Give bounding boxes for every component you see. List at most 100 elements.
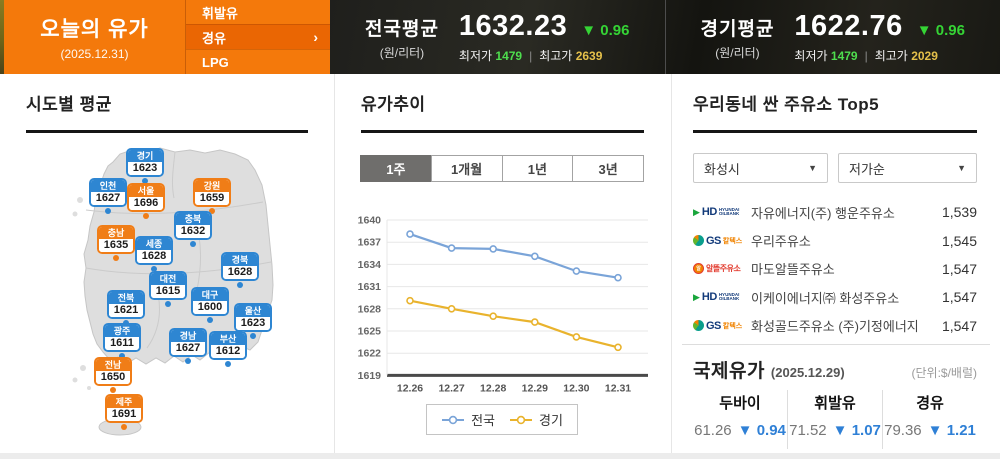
station-row[interactable]: GS 칼텍스 화성골드주유소 (주)기정에너지 1,547 [693,312,977,340]
top5-title-underline [693,130,977,133]
hd-sub: HYUNDAI OILBANK [718,291,740,302]
region-price: 1628 [223,266,257,279]
region-price: 1696 [129,197,163,210]
region-select-value: 화성시 [704,161,740,177]
region-badge-인천: 인천 1627 [89,178,127,214]
legend-item-전국: 전국 [441,410,495,429]
region-name: 전남 [96,359,130,371]
region-map-dot [225,361,231,367]
region-map-dot [190,241,196,247]
region-name: 경기 [128,150,162,162]
legend-marker-icon [442,415,465,424]
region-name: 제주 [107,396,141,408]
legend-label: 전국 [471,413,495,428]
region-price: 1612 [211,345,245,358]
trend-tab-3년[interactable]: 3년 [572,155,644,182]
intl-price-두바이: 두바이 61.26 ▼ 0.94 [693,390,787,449]
price-trend-panel: 유가추이 1주 1개월 1년 3년 1640 1637 1634 1631 1628 1625 1… [335,74,672,453]
legend-label: 경기 [539,413,563,428]
intl-fuel-name: 경유 [916,395,944,412]
intl-fuel-values: 71.52 ▼ 1.07 [788,422,882,439]
regional-panel-title: 시도별 평균 [26,95,112,114]
svg-text:12.26: 12.26 [397,382,423,394]
station-row[interactable]: ▶ HD HYUNDAI OILBANK 자유에너지(주) 행운주유소 1,539 [693,198,977,226]
chart-legend: 전국 경기 [360,404,644,435]
trend-period-tabs: 1주 1개월 1년 3년 [360,155,644,182]
chevron-right-icon: › [313,29,318,45]
svg-text:12.28: 12.28 [480,382,506,394]
intl-fuel-values: 61.26 ▼ 0.94 [693,422,787,439]
region-name: 부산 [211,333,245,345]
region-badge-세종: 세종 1628 [135,236,173,272]
region-badge-경기: 경기 1623 [126,148,164,184]
station-row[interactable]: 알뜰 알뜰주유소 마도알뜰주유소 1,547 [693,255,977,283]
region-name: 세종 [137,238,171,250]
region-map-dot [185,358,191,364]
intl-fuel-value: 79.36 [884,422,922,439]
national-average-block: 전국평균 (원/리터) 1632.23 ▼ 0.96 최저가 1479 | 최고가 … [330,0,666,74]
widget-date: (2025.12.31) [60,47,129,61]
hd-oilbank-logo-icon: ▶ [693,291,700,302]
station-row[interactable]: ▶ HD HYUNDAI OILBANK 이케이에너지㈜ 화성주유소 1,547 [693,283,977,311]
gyeonggi-min-price: 1479 [830,49,858,63]
intl-price-경유: 경유 79.36 ▼ 1.21 [882,390,977,449]
trend-tab-1주[interactable]: 1주 [360,155,432,182]
international-title: 국제유가 [693,361,765,382]
region-badge-서울: 서울 1696 [127,183,165,219]
trend-tab-1년[interactable]: 1년 [501,155,574,182]
footer-strip [0,453,1000,459]
intl-fuel-change: ▼ 1.21 [927,422,976,439]
station-brand-logo: 알뜰 알뜰주유소 [693,263,751,282]
region-badge-경남: 경남 1627 [169,328,207,364]
station-price: 1,539 [941,204,977,221]
region-price: 1628 [137,250,171,263]
station-brand-logo: GS 칼텍스 [693,235,751,247]
svg-text:1637: 1637 [358,237,382,249]
gyeonggi-average-label: 경기평균 [700,18,775,40]
station-name: 이케이에너지㈜ 화성주유소 [751,290,900,306]
svg-text:1628: 1628 [358,303,382,315]
region-price: 1611 [105,337,139,350]
region-price: 1623 [236,317,270,330]
svg-text:1634: 1634 [358,259,382,271]
fuel-tab-휘발유[interactable]: 휘발유 [186,0,330,24]
national-average-label: 전국평균 [365,18,439,40]
intl-fuel-name: 두바이 [719,395,761,412]
region-price: 1621 [109,304,143,317]
hd-mark: HD [701,291,717,304]
station-price: 1,547 [941,289,977,306]
gyeonggi-average-unit: (원/리터) [715,45,760,60]
region-map-dot [110,387,116,393]
region-map-dot [143,213,149,219]
trend-panel-title: 유가추이 [361,95,426,114]
station-row[interactable]: GS 칼텍스 우리주유소 1,545 [693,226,977,254]
region-map-dot [165,301,171,307]
cheap-stations-panel: 우리동네 싼 주유소 Top5 화성시 ▼ 저가순 ▼ ▶ HD HYUNDAI O… [672,74,1000,453]
fuel-tab-label: LPG [202,54,229,70]
gyeonggi-price-change: ▼ 0.96 [916,22,965,39]
intl-fuel-name: 휘발유 [814,395,856,412]
intl-fuel-values: 79.36 ▼ 1.21 [883,422,977,439]
sort-select[interactable]: 저가순 ▼ [838,153,977,183]
region-map-dot [105,208,111,214]
station-name: 자유에너지(주) 행운주유소 [751,205,895,221]
hd-sub: HYUNDAI OILBANK [718,206,740,217]
region-badge-충남: 충남 1635 [97,225,135,261]
svg-text:1640: 1640 [358,215,382,227]
station-name: 우리주유소 [751,234,811,250]
gyeonggi-max-price: 2029 [911,49,938,63]
region-badge-대전: 대전 1615 [149,271,187,307]
region-select[interactable]: 화성시 ▼ [693,153,828,183]
region-badge-부산: 부산 1612 [209,331,247,367]
gs-mark: GS [706,319,721,332]
fuel-tab-경유[interactable]: 경유 › [186,24,330,49]
svg-text:12.27: 12.27 [438,382,464,394]
region-badge-경북: 경북 1628 [221,252,259,288]
region-price: 1691 [107,408,141,421]
trend-tab-1개월[interactable]: 1개월 [430,155,503,182]
intl-fuel-value: 61.26 [694,422,732,439]
gyeonggi-min-max: 최저가 1479 | 최고가 2029 [794,49,938,63]
top-bar: 오늘의 유가 (2025.12.31) 휘발유 경유 › LPG 전국평균 (원/리터… [0,0,1000,74]
fuel-tab-LPG[interactable]: LPG [186,49,330,74]
